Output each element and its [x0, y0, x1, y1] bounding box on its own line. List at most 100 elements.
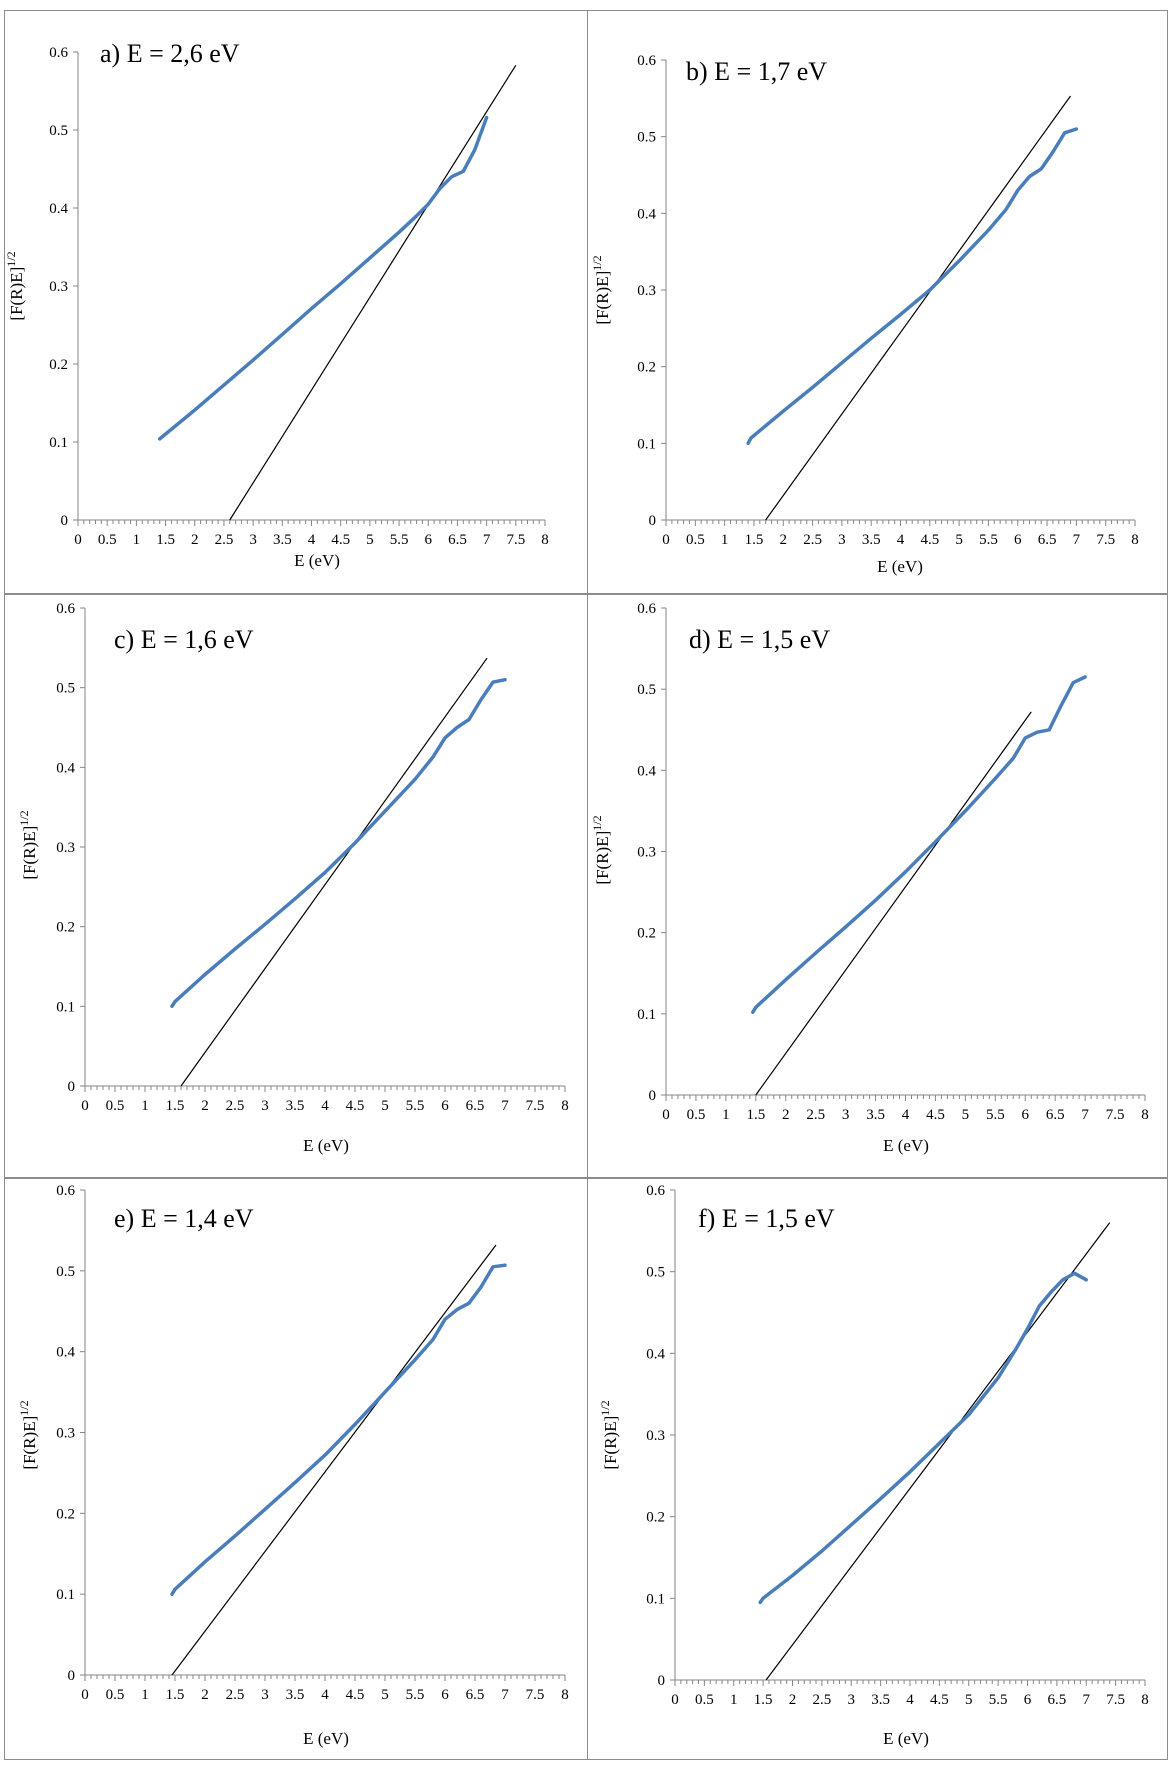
x-tick-label: 0.5 — [687, 1107, 706, 1123]
x-tick-label: 8 — [1141, 1107, 1149, 1123]
y-tick-label: 0.4 — [56, 760, 75, 776]
y-axis-title: [F(R)E]1/2 — [590, 815, 612, 884]
x-tick-label: 2.5 — [226, 1098, 245, 1114]
y-axis-title-base: [F(R)E] — [20, 826, 39, 880]
x-tick-label: 7 — [1081, 1107, 1089, 1123]
x-tick-label: 3 — [848, 1692, 856, 1708]
x-axis-title: E (eV) — [883, 1136, 929, 1155]
chart-panel-e: 0 0.1 0.2 0.3 0.4 0.5 0.6 0 0.5 1 1.5 2 2.5 3 3.5 4 4.5 5… — [4, 1178, 588, 1760]
x-tick-label: 0.5 — [106, 1098, 125, 1114]
x-tick-label: 4.5 — [930, 1692, 949, 1708]
chart-panel-b: 0 0.1 0.2 0.3 0.4 0.5 0.6 0 0.5 1 1.5 2 2.5 3 3.5 4 4.5 5… — [587, 10, 1168, 594]
y-axis-title-base: [F(R)E] — [601, 1416, 620, 1470]
x-tick-label: 1 — [133, 532, 141, 548]
data-series-line — [157, 115, 489, 441]
x-tick-label: 3.5 — [862, 532, 881, 548]
x-axis-title: E (eV) — [883, 1729, 929, 1748]
y-tick-label: 0.5 — [637, 130, 656, 146]
y-tick-label: 0 — [649, 513, 657, 529]
x-tick-label: 8 — [561, 1098, 569, 1114]
y-axis-title-superscript: 1/2 — [17, 1400, 31, 1415]
data-series-line — [746, 127, 1079, 446]
y-tick-label: 0.2 — [56, 920, 75, 936]
panel-title: e) E = 1,4 eV — [114, 1204, 254, 1233]
chart-panel-a: 0 0.1 0.2 0.3 0.4 0.5 0.6 0 0.5 1 1.5 2 2.5 3 3.5 4 4.5 5… — [4, 10, 588, 594]
x-tick-label: 7.5 — [526, 1098, 545, 1114]
x-tick-label: 2.5 — [215, 532, 234, 548]
x-tick-label: 2 — [191, 532, 199, 548]
x-tick-label: 6 — [1022, 1107, 1030, 1123]
y-tick-label: 0.6 — [56, 1183, 75, 1199]
x-tick-label: 2.5 — [803, 532, 822, 548]
x-tick-label: 7.5 — [1096, 532, 1115, 548]
y-tick-label: 0.6 — [49, 45, 68, 61]
panel-border — [4, 10, 588, 594]
y-tick-label: 0.5 — [56, 681, 75, 697]
y-tick-label: 0.3 — [646, 1428, 665, 1444]
chart-panel-c: 0 0.1 0.2 0.3 0.4 0.5 0.6 0 0.5 1 1.5 2 2.5 3 3.5 4 4.5 5… — [4, 594, 588, 1178]
x-tick-label: 7.5 — [506, 532, 525, 548]
x-tick-label: 7 — [483, 532, 491, 548]
x-tick-label: 6.5 — [448, 532, 467, 548]
x-tick-label: 2 — [782, 1107, 790, 1123]
x-axis-title: E (eV) — [303, 1136, 349, 1155]
data-series-line — [758, 1271, 1089, 1605]
x-tick-label: 4.5 — [926, 1107, 945, 1123]
y-tick-label: 0.2 — [637, 926, 656, 942]
y-tick-label: 0.1 — [49, 435, 68, 451]
y-tick-label: 0.6 — [646, 1183, 665, 1199]
x-tick-label: 5.5 — [406, 1687, 425, 1703]
x-tick-label: 0 — [671, 1692, 679, 1708]
x-tick-label: 5.5 — [979, 532, 998, 548]
x-tick-label: 0.5 — [106, 1687, 125, 1703]
x-tick-label: 2 — [201, 1098, 209, 1114]
x-tick-label: 4 — [321, 1098, 329, 1114]
y-tick-label: 0.6 — [637, 53, 656, 69]
panel-title: b) E = 1,7 eV — [686, 57, 827, 86]
y-tick-label: 0.2 — [646, 1510, 665, 1526]
y-axis-title-base: [F(R)E] — [7, 267, 26, 321]
x-tick-label: 0 — [662, 1107, 670, 1123]
x-tick-label: 7 — [501, 1687, 509, 1703]
y-tick-label: 0.4 — [56, 1345, 75, 1361]
y-tick-label: 0.6 — [637, 601, 656, 617]
x-tick-label: 1.5 — [746, 1107, 765, 1123]
x-tick-label: 3 — [838, 532, 846, 548]
y-axis-title-base: [F(R)E] — [593, 271, 612, 325]
x-tick-label: 5.5 — [406, 1098, 425, 1114]
x-tick-label: 8 — [1131, 532, 1139, 548]
y-tick-label: 0.6 — [56, 601, 75, 617]
y-tick-label: 0.1 — [56, 999, 75, 1015]
x-tick-label: 4.5 — [331, 532, 350, 548]
panel-border — [587, 594, 1168, 1178]
y-axis-title: [F(R)E]1/2 — [4, 251, 26, 320]
x-tick-label: 6 — [1024, 1692, 1032, 1708]
x-tick-label: 4.5 — [920, 532, 939, 548]
y-axis-title-superscript: 1/2 — [590, 255, 604, 270]
y-axis-title-superscript: 1/2 — [17, 810, 31, 825]
y-tick-label: 0.3 — [637, 845, 656, 861]
panel-title: c) E = 1,6 eV — [114, 625, 254, 654]
x-tick-label: 3.5 — [871, 1692, 890, 1708]
x-tick-label: 6 — [441, 1098, 449, 1114]
x-tick-label: 4 — [321, 1687, 329, 1703]
x-tick-label: 6.5 — [1038, 532, 1057, 548]
x-tick-label: 4.5 — [346, 1098, 365, 1114]
x-tick-label: 6.5 — [1046, 1107, 1065, 1123]
panel-title: d) E = 1,5 eV — [689, 625, 830, 654]
x-tick-label: 3 — [249, 532, 257, 548]
x-tick-label: 0 — [662, 532, 670, 548]
tangent-fit-line — [755, 711, 1032, 1096]
x-tick-label: 3 — [261, 1098, 269, 1114]
x-tick-label: 1.5 — [166, 1098, 185, 1114]
x-tick-label: 3.5 — [273, 532, 292, 548]
x-tick-label: 7 — [1073, 532, 1081, 548]
y-tick-label: 0 — [68, 1668, 76, 1684]
tangent-fit-line — [229, 64, 517, 521]
x-tick-label: 0 — [74, 532, 82, 548]
x-tick-label: 1 — [721, 532, 729, 548]
x-tick-label: 5 — [965, 1692, 973, 1708]
y-tick-label: 0.5 — [49, 123, 68, 139]
